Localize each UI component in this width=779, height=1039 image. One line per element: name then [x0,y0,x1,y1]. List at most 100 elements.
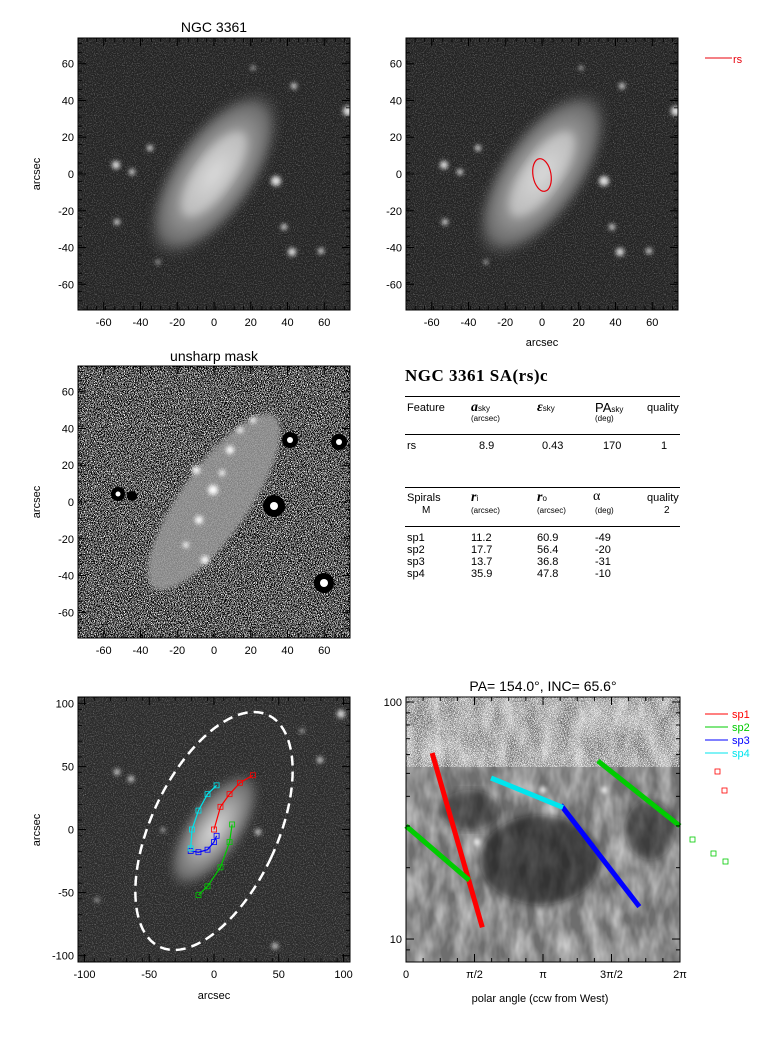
spiral-row-alpha: -49 [595,532,611,544]
y-tick-label: 100 [384,697,402,709]
spiral-overlay-point-sp3 [204,846,211,853]
y-tick-label: 60 [62,59,74,71]
x-tick-label: 20 [245,317,257,329]
x-tick-label: 40 [281,317,293,329]
polar-line-sp3 [558,803,642,909]
spiral-row-alpha: -20 [595,544,611,556]
x-tick-label: 50 [273,969,285,981]
alpha-header: α [593,489,601,504]
spiral-overlay-point-sp2 [229,821,236,828]
panel2-ticks: -60 -60 -40 -40 -20 -20 0 0 20 20 40 40 60 60 [386,38,678,329]
y-tick-label: -60 [58,607,74,619]
table-title: NGC 3361 SA(rs)c [405,366,549,385]
y-tick-label: -100 [52,951,74,963]
y-tick-label: -60 [58,279,74,291]
spiral-overlay-point-sp3 [195,849,202,856]
spiral-row-ri: 17.7 [471,544,493,556]
table-rule-mid [405,487,680,488]
spiral-row-ro: 56.4 [537,544,559,556]
spiral-overlay-point-sp1 [211,826,217,833]
polar-series [404,752,682,929]
spiral-row-ri: 35.9 [471,568,493,580]
panel2-xlabel: arcsec [526,337,559,349]
polar-line-sp2-a [404,824,471,883]
a-sky-unit: (arcsec) [471,414,500,423]
x-tick-label: 20 [245,645,257,657]
table-rule-top [405,396,680,397]
ri-unit: (arcsec) [471,506,500,515]
polar-line-sp1 [429,752,485,929]
x-tick-label: -60 [96,645,112,657]
y-tick-label: 20 [62,460,74,472]
legend-rs-label: rs [733,54,743,66]
x-tick-label: 0 [539,317,545,329]
spiral-overlay-point-sp3 [213,832,220,839]
spiral-overlay-sp1 [213,774,254,830]
x-tick-label: 40 [281,645,293,657]
spiral-overlay-point-sp1 [249,772,256,779]
panel4-ticks: -100 -100 -50 -50 0 0 50 50 100 100 [52,697,353,981]
y-tick-label: -40 [58,243,74,255]
x-tick-label: -100 [73,969,95,981]
panel5-xlabel: polar angle (ccw from West) [472,993,609,1005]
feature-header: Feature [407,402,445,414]
legend-sp1-label: sp1 [732,709,750,721]
spiral-quality-header: quality [647,492,679,504]
x-tick-label: -40 [133,317,149,329]
spirals-m-header: M [422,505,431,516]
x-tick-label: 0 [211,645,217,657]
x-tick-label: 0 [211,317,217,329]
x-tick-label: 20 [573,317,585,329]
spiral-row-ro: 47.8 [537,568,559,580]
x-tick-label: -20 [169,317,185,329]
spiral-row-name: sp3 [407,556,425,568]
x-tick-label: 2π [673,969,687,981]
y-tick-label: 20 [62,132,74,144]
x-tick-label: 0 [403,969,409,981]
ri-header: ri [471,490,479,505]
feature-row-e: 0.43 [542,440,564,452]
panel-galaxy-image: -60 -60 -40 -40 -20 -20 0 0 20 20 40 40 60 60 NGC 336… [31,19,351,329]
polar-line-sp2-b [596,759,682,828]
y-tick-label: -50 [58,888,74,900]
panel-unsharp-mask: -60 -60 -40 -40 -20 -20 0 0 20 20 40 40 60 60 unsharp… [31,348,351,657]
pa-sky-unit: (deg) [595,414,614,423]
panel1-ticks: -60 -60 -40 -40 -20 -20 0 0 20 20 40 40 60 60 [58,38,350,329]
spiral-overlay-point-sp1 [237,779,243,786]
x-tick-label: -60 [424,317,440,329]
spiral-overlay-point-sp2 [217,864,224,871]
spiral-overlay-point-sp1 [226,791,233,798]
ro-unit: (arcsec) [537,506,566,515]
x-tick-label: 3π/2 [600,969,623,981]
y-tick-label: 0 [68,169,74,181]
y-tick-label: -40 [58,571,74,583]
x-tick-label: 60 [646,317,658,329]
y-tick-label: 10 [390,934,402,946]
spiral-overlay-point-sp2 [226,839,233,846]
x-tick-label: -20 [169,645,185,657]
rs-ellipse [532,158,552,192]
a-sky-header: asky [471,400,490,415]
y-tick-label: -40 [386,243,402,255]
y-tick-label: 50 [62,761,74,773]
panel1-ylabel: arcsec [31,157,43,190]
y-tick-label: 0 [396,169,402,181]
y-tick-label: -20 [58,206,74,218]
x-tick-label: -50 [141,969,157,981]
spiral-overlay-point-sp2 [204,883,211,890]
spiral-row-alpha: -31 [595,556,611,568]
y-tick-label: 100 [56,698,74,710]
x-tick-label: 0 [211,969,217,981]
spiral-row-ro: 36.8 [537,556,559,568]
x-tick-label: 60 [318,645,330,657]
y-tick-label: 0 [68,825,74,837]
y-tick-label: -20 [386,206,402,218]
spiral-overlay-point-sp1 [217,803,224,810]
spiral-overlay-point-sp4 [189,826,195,833]
x-tick-label: -40 [461,317,477,329]
spiral-row-alpha: -10 [595,568,611,580]
panel1-title: NGC 3361 [181,19,247,35]
y-tick-label: 40 [390,95,402,107]
